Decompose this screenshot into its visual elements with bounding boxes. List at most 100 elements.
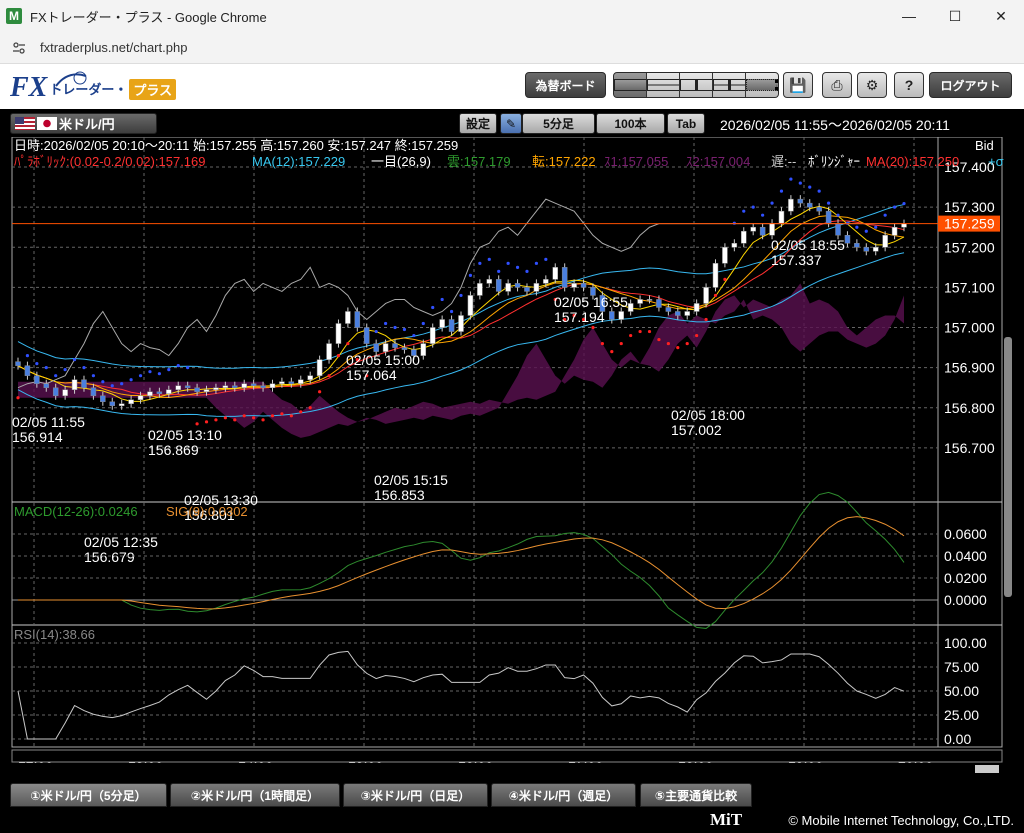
candle-body — [495, 279, 502, 292]
maximize-button[interactable]: ☐ — [948, 7, 962, 24]
price-chart[interactable]: 157.400 157.300 157.200 157.100 157.000 156.9… — [0, 137, 1024, 781]
app-logo[interactable]: FX トレーダー・ プラス — [10, 71, 177, 103]
parabolic-dot — [54, 374, 58, 378]
parabolic-dot — [713, 293, 718, 298]
parabolic-dot — [817, 189, 821, 193]
parabolic-dot — [25, 354, 30, 358]
minimize-button[interactable]: — — [902, 8, 916, 24]
parabolic-dot — [525, 269, 529, 273]
parabolic-dot — [629, 333, 633, 338]
annotation-time: 02/05 18:55 — [771, 237, 845, 253]
parabolic-dot — [723, 277, 727, 281]
candle-body — [298, 379, 304, 384]
parabolic-dot — [252, 416, 256, 420]
candle-body — [15, 361, 21, 366]
pair-label: 米ドル/円 — [59, 117, 115, 132]
parabolic-dot — [459, 293, 463, 298]
layout-quad-icon[interactable] — [713, 73, 746, 97]
parabolic-dot — [666, 341, 670, 346]
ichimoku-readout: 一目(26,9) — [371, 154, 431, 169]
candle-body — [382, 343, 389, 352]
parabolic-dot — [148, 370, 152, 374]
candle-body — [363, 327, 370, 344]
parabolic-dot — [346, 341, 350, 346]
layout-vertical-icon[interactable] — [680, 73, 713, 97]
logout-button[interactable]: ログアウト — [929, 72, 1012, 98]
parabolic-dot — [82, 366, 86, 370]
candle-body — [52, 387, 59, 396]
tab-usdjpy-1hour[interactable]: ②米ドル/円（1時間足） — [170, 783, 340, 807]
print-icon[interactable]: ⎙ — [822, 72, 852, 98]
parabolic-dot — [91, 374, 96, 378]
settings-button[interactable]: 設定 — [459, 113, 497, 134]
footer: MiT © Mobile Internet Technology, Co.,LT… — [0, 807, 1024, 833]
logo-trader: トレーダー・ — [49, 82, 128, 97]
annotation-price: 156.914 — [12, 429, 63, 445]
parabolic-dot — [308, 406, 312, 410]
pen-tool-icon[interactable]: ✎ — [500, 113, 522, 134]
parabolic-dot — [44, 366, 48, 370]
candle-body — [147, 391, 153, 396]
parabolic-dot — [619, 341, 623, 346]
parabolic-dot — [110, 384, 114, 388]
logo-fx: FX — [10, 72, 48, 103]
parabolic-dot — [478, 261, 482, 265]
close-button[interactable]: ✕ — [995, 7, 1007, 24]
tab-button[interactable]: Tab — [667, 113, 705, 134]
annotation-price: 157.064 — [346, 367, 397, 383]
span1-readout: ｽ1:157.055 — [604, 154, 668, 169]
candle-body — [750, 226, 756, 232]
favicon-icon: M — [6, 8, 22, 24]
parabolic-dot — [167, 368, 171, 372]
parabolic-dot — [393, 325, 397, 330]
candle-body — [232, 385, 238, 388]
timeframe-button[interactable]: 5分足 — [522, 113, 595, 134]
candle-body — [514, 283, 521, 288]
tab-major-currencies[interactable]: ⑤主要通貨比較 — [640, 783, 752, 807]
candle-body — [627, 303, 634, 312]
parabolic-dot — [214, 418, 218, 422]
parabolic-dot — [176, 364, 180, 368]
candle-body — [816, 206, 822, 212]
candle-body — [797, 198, 804, 204]
rsi-readout: RSI(14):38.66 — [14, 627, 95, 642]
parabolic-dot — [704, 317, 708, 322]
annotation-price: 156.869 — [148, 442, 199, 458]
parabolic-dot — [685, 341, 689, 346]
layout-grid-icon[interactable] — [746, 73, 778, 97]
price-axis-label: 157.100 — [944, 279, 995, 295]
candle-body — [467, 295, 474, 316]
layout-selector[interactable] — [613, 72, 779, 98]
candle-body — [316, 359, 323, 376]
parabolic-dot — [383, 321, 388, 326]
site-info-icon[interactable] — [12, 41, 26, 55]
candle-body — [778, 210, 785, 224]
tab-usdjpy-5min[interactable]: ①米ドル/円（5分足） — [10, 783, 167, 807]
tenkan-readout: 転:157.222 — [532, 154, 596, 169]
copyright-text: © Mobile Internet Technology, Co.,LTD. — [788, 813, 1014, 828]
candle-body — [882, 234, 888, 248]
parabolic-dot — [883, 213, 887, 217]
tab-usdjpy-weekly[interactable]: ④米ドル/円（週足） — [491, 783, 636, 807]
candle-body — [656, 299, 662, 308]
us-flag-icon — [15, 117, 35, 130]
candle-body — [279, 381, 285, 384]
help-icon[interactable]: ? — [894, 72, 924, 98]
layout-single-icon[interactable] — [614, 73, 647, 97]
candle-body — [477, 283, 483, 296]
rate-board-button[interactable]: 為替ボード — [525, 72, 606, 98]
gear-icon[interactable]: ⚙ — [857, 72, 887, 98]
bar-count-button[interactable]: 100本 — [596, 113, 665, 134]
macd-axis-label: 0.0000 — [944, 592, 987, 608]
save-icon[interactable]: 💾 — [783, 72, 813, 98]
url-text[interactable]: fxtraderplus.net/chart.php — [40, 40, 188, 55]
parabolic-dot — [449, 309, 454, 314]
tab-usdjpy-daily[interactable]: ③米ドル/円（日足） — [343, 783, 488, 807]
address-bar[interactable]: fxtraderplus.net/chart.php — [0, 32, 1024, 64]
candle-body — [373, 343, 379, 352]
pair-selector-button[interactable]: 米ドル/円 — [10, 113, 157, 134]
layout-horizontal-icon[interactable] — [647, 73, 680, 97]
candle-body — [109, 401, 116, 407]
candle-body — [90, 387, 97, 396]
parabolic-dot — [186, 366, 190, 370]
